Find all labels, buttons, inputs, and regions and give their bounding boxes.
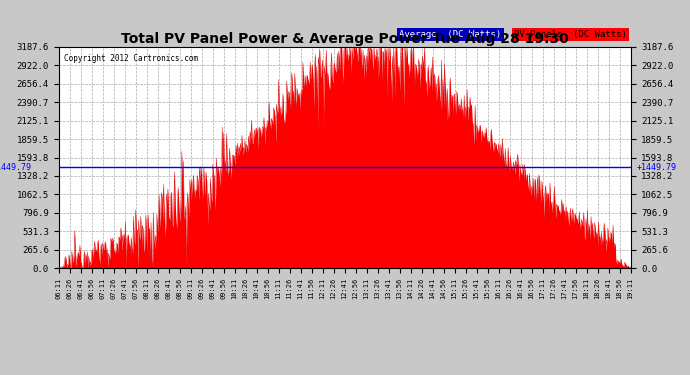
- Text: +1449.79: +1449.79: [637, 163, 677, 172]
- Text: Copyright 2012 Cartronics.com: Copyright 2012 Cartronics.com: [64, 54, 199, 63]
- Text: Average  (DC Watts): Average (DC Watts): [400, 30, 502, 39]
- Title: Total PV Panel Power & Average Power Tue Aug 28 19:30: Total PV Panel Power & Average Power Tue…: [121, 32, 569, 46]
- Text: +1449.79: +1449.79: [0, 163, 32, 172]
- Text: PV Panels  (DC Watts): PV Panels (DC Watts): [514, 30, 627, 39]
